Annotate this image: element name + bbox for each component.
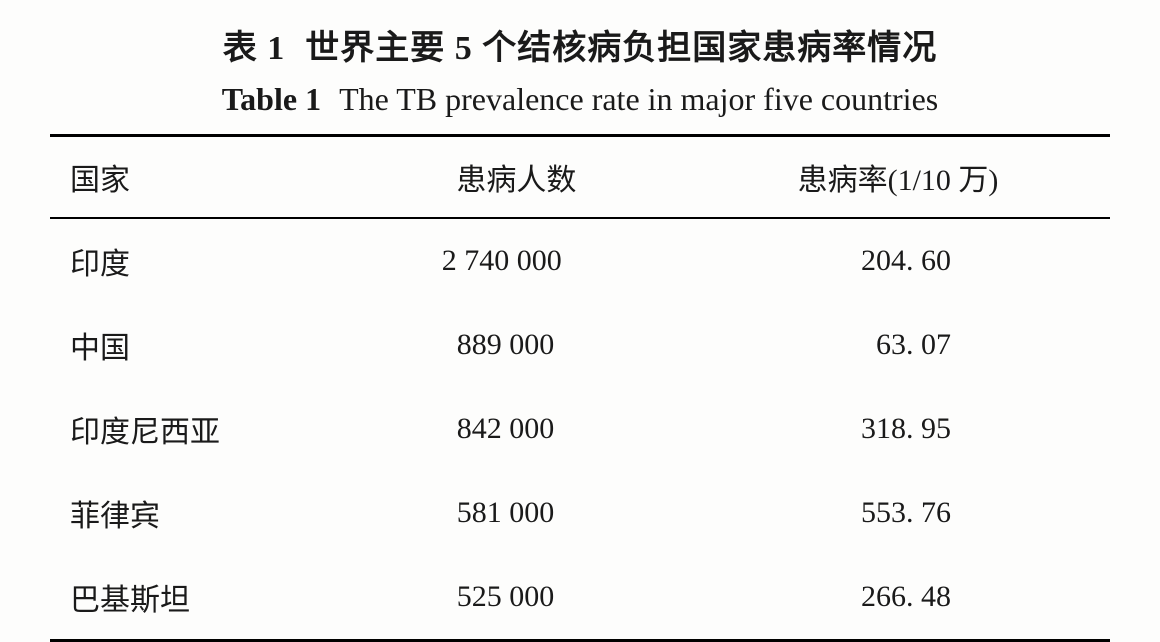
table-row: 菲律宾 581 000 553. 76	[50, 471, 1110, 555]
table-row: 印度尼西亚 842 000 318. 95	[50, 387, 1110, 471]
table-number-cn: 表 1	[223, 30, 286, 67]
table-row: 印度 2 740 000 204. 60	[50, 218, 1110, 303]
cell-rate: 204. 60	[686, 218, 1110, 303]
col-header-rate: 患病率(1/10 万)	[686, 136, 1110, 219]
tb-prevalence-table: 国家 患病人数 患病率(1/10 万) 印度 2 740 000 204. 60…	[50, 134, 1110, 642]
table-number-en: Table 1	[222, 81, 321, 117]
table-caption-english: Table 1 The TB prevalence rate in major f…	[50, 81, 1110, 118]
table-title-cn: 世界主要 5 个结核病负担国家患病率情况	[305, 30, 937, 67]
cell-rate: 318. 95	[686, 387, 1110, 471]
col-header-country: 国家	[50, 136, 347, 219]
cell-country: 巴基斯坦	[50, 555, 347, 641]
table-body: 印度 2 740 000 204. 60 中国 889 000 63. 07 印…	[50, 218, 1110, 641]
cell-rate: 266. 48	[686, 555, 1110, 641]
col-header-cases: 患病人数	[347, 136, 686, 219]
cell-cases: 581 000	[347, 471, 686, 555]
table-caption-chinese: 表 1 世界主要 5 个结核病负担国家患病率情况	[50, 20, 1110, 69]
cell-cases: 2 740 000	[347, 218, 686, 303]
cell-cases: 889 000	[347, 303, 686, 387]
table-title-en: The TB prevalence rate in major five cou…	[339, 81, 938, 117]
cell-country: 印度尼西亚	[50, 387, 347, 471]
cell-country: 印度	[50, 218, 347, 303]
cell-rate: 553. 76	[686, 471, 1110, 555]
cell-country: 菲律宾	[50, 471, 347, 555]
table-row: 中国 889 000 63. 07	[50, 303, 1110, 387]
cell-cases: 525 000	[347, 555, 686, 641]
table-header-row: 国家 患病人数 患病率(1/10 万)	[50, 136, 1110, 219]
cell-rate: 63. 07	[686, 303, 1110, 387]
table-row: 巴基斯坦 525 000 266. 48	[50, 555, 1110, 641]
cell-country: 中国	[50, 303, 347, 387]
cell-cases: 842 000	[347, 387, 686, 471]
